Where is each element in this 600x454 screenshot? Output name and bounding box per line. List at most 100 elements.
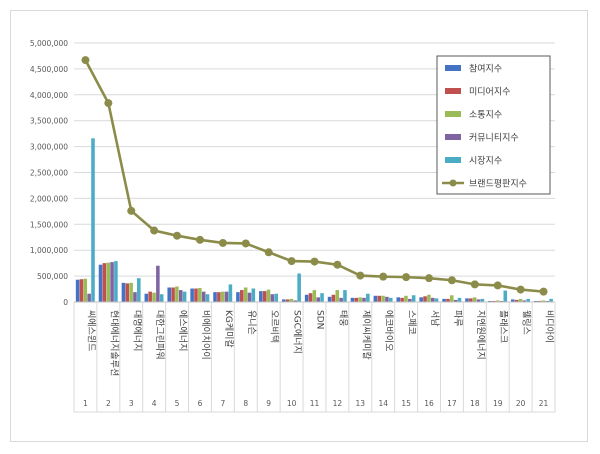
- bar-5: [503, 290, 508, 302]
- bar-1: [304, 294, 309, 302]
- bar-4: [270, 294, 275, 302]
- bar-1: [236, 292, 240, 302]
- bar-5: [526, 298, 530, 302]
- bar-3: [472, 297, 477, 302]
- bar-1: [488, 300, 492, 302]
- bar-2: [217, 292, 221, 302]
- rank-label: 1: [83, 399, 88, 408]
- bar-2: [125, 283, 130, 302]
- bar-5: [205, 294, 210, 302]
- category-label: 에스에너지: [177, 310, 188, 351]
- bar-3: [243, 287, 248, 302]
- bar-1: [121, 282, 126, 302]
- category-label: 비에이치아이: [200, 310, 212, 360]
- brand-index-point: [218, 238, 227, 247]
- legend-label: 브랜드평판지수: [469, 179, 527, 190]
- bar-2: [308, 293, 313, 302]
- legend-swatch: [445, 65, 461, 71]
- brand-index-point: [150, 226, 159, 235]
- category-label: SDN: [315, 310, 325, 329]
- bar-5: [549, 298, 553, 302]
- y-tick-label: 2,000,000: [30, 194, 68, 203]
- bar-1: [281, 299, 286, 302]
- bar-1: [465, 298, 469, 302]
- bar-1: [373, 295, 378, 302]
- bar-4: [201, 291, 206, 302]
- bar-5: [366, 293, 370, 302]
- bar-5: [274, 293, 279, 302]
- bar-1: [327, 296, 332, 302]
- bar-3: [541, 300, 546, 302]
- category-label: 제이씨케미칼: [360, 310, 371, 360]
- bar-5: [91, 138, 95, 302]
- bar-2: [102, 263, 107, 302]
- rank-label: 2: [106, 399, 111, 408]
- legend-label: 소통지수: [469, 110, 502, 121]
- bar-3: [450, 295, 454, 302]
- category-label: 씨에스윈드: [85, 310, 96, 351]
- brand-index-point: [241, 239, 250, 248]
- category-label: 오르비텍: [269, 310, 280, 343]
- bar-5: [457, 297, 462, 302]
- bar-4: [133, 292, 137, 302]
- brand-index-point: [379, 272, 388, 281]
- rank-label: 3: [129, 399, 134, 408]
- bar-1: [98, 264, 103, 302]
- bar-3: [495, 300, 500, 302]
- category-label: 웰링스: [521, 310, 533, 335]
- bar-4: [408, 298, 412, 302]
- y-tick-label: 5,000,000: [30, 39, 68, 48]
- category-label: 유니슨: [246, 310, 257, 335]
- brand-index-point: [425, 274, 434, 283]
- bar-4: [339, 297, 343, 302]
- y-tick-label: 2,500,000: [30, 169, 68, 178]
- bar-2: [148, 291, 152, 302]
- bar-4: [247, 292, 252, 302]
- bar-5: [480, 298, 485, 302]
- bar-2: [262, 291, 267, 302]
- bar-5: [434, 298, 439, 302]
- bar-4: [110, 262, 114, 302]
- y-tick-label: 1,000,000: [30, 246, 68, 255]
- bar-2: [423, 296, 427, 302]
- bar-3: [404, 295, 408, 302]
- bar-5: [411, 295, 416, 302]
- bar-3: [266, 289, 271, 302]
- brand-index-point: [287, 257, 296, 266]
- legend-label: 커뮤니티지수: [469, 133, 519, 144]
- brand-index-point: [447, 276, 456, 285]
- brand-index-point: [470, 280, 479, 289]
- legend-label: 참여지수: [469, 63, 502, 75]
- brand-index-point: [195, 235, 204, 244]
- bar-1: [419, 297, 423, 302]
- bar-3: [518, 298, 523, 302]
- brand-index-point: [264, 248, 273, 257]
- brand-index-point: [493, 281, 502, 290]
- rank-label: 21: [539, 399, 549, 408]
- bar-5: [159, 294, 164, 302]
- bar-1: [442, 298, 446, 302]
- bar-5: [228, 284, 233, 302]
- category-label: 대명에너지: [131, 310, 142, 351]
- bar-2: [446, 298, 450, 302]
- bar-4: [476, 299, 481, 302]
- category-label: 스페코: [406, 310, 417, 335]
- bar-3: [106, 262, 110, 302]
- bar-2: [400, 297, 404, 302]
- brand-index-point: [516, 285, 525, 294]
- bar-4: [224, 291, 229, 302]
- category-label: 플래스크: [498, 310, 509, 343]
- rank-label: 19: [493, 399, 503, 408]
- bar-3: [312, 290, 317, 302]
- bar-1: [190, 288, 194, 302]
- bar-2: [491, 300, 496, 302]
- brand-index-point: [104, 99, 113, 108]
- legend-label: 미디어지수: [469, 87, 510, 98]
- y-tick-label: 3,500,000: [30, 117, 68, 126]
- bar-1: [511, 299, 515, 302]
- category-label: 대한그린파워: [154, 310, 165, 360]
- rank-label: 18: [470, 399, 480, 408]
- bar-3: [289, 298, 294, 302]
- bar-4: [522, 300, 527, 302]
